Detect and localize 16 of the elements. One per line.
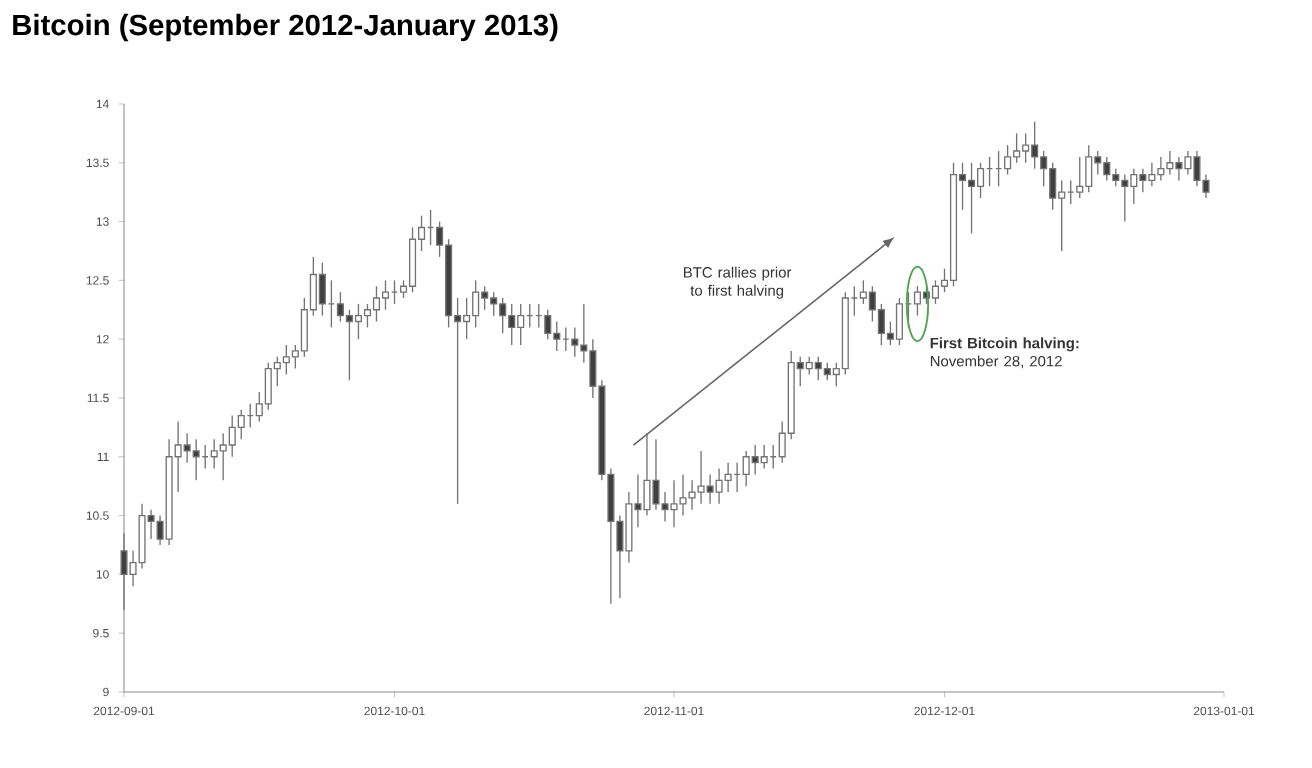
- candlestick: [724, 461, 732, 493]
- chart-title: Bitcoin (September 2012-January 2013): [13, 13, 558, 42]
- candlestick: [1004, 144, 1012, 176]
- candlestick: [408, 226, 417, 293]
- candlestick: [372, 285, 381, 323]
- candlestick: [931, 279, 940, 305]
- candlestick: [1076, 156, 1084, 199]
- candlestick: [544, 309, 552, 340]
- candlestick: [381, 279, 390, 311]
- candlestick: [318, 262, 326, 317]
- candlestick: [363, 303, 372, 329]
- candlestick: [571, 326, 579, 358]
- candlestick: [237, 409, 245, 440]
- candlestick: [760, 444, 768, 470]
- candlestick: [895, 297, 903, 346]
- candlestick: [192, 438, 200, 481]
